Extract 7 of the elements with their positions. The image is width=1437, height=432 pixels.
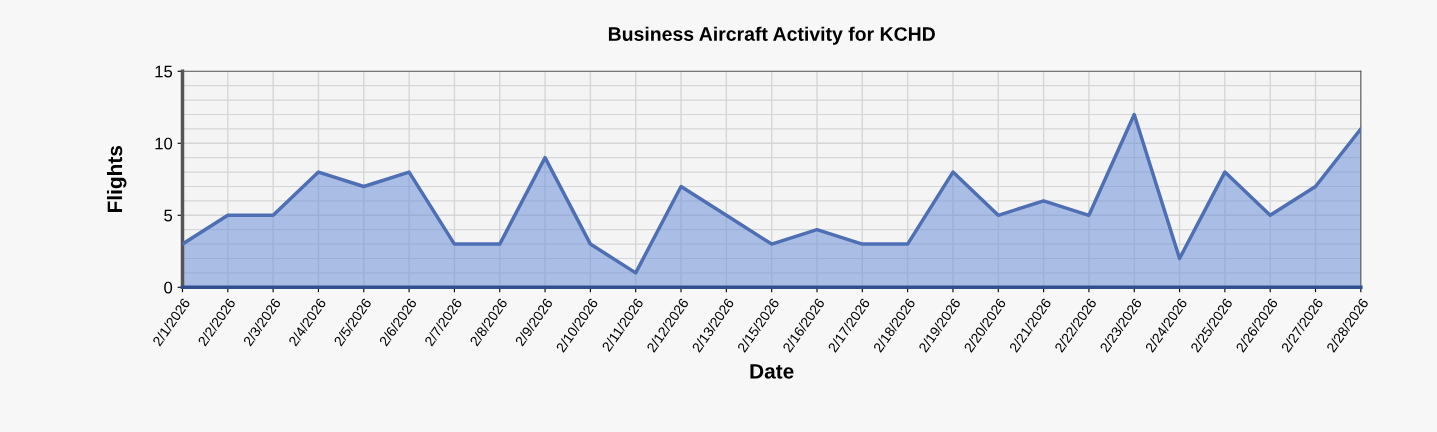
y-tick-label: 0 (164, 281, 173, 294)
y-tick-label: 15 (155, 65, 173, 78)
y-axis-title: Flights (106, 145, 127, 213)
chart-title: Business Aircraft Activity for KCHD (608, 26, 935, 45)
x-axis-title: Date (750, 364, 794, 379)
y-tick-label: 10 (155, 137, 173, 150)
y-tick-label: 5 (164, 209, 173, 222)
